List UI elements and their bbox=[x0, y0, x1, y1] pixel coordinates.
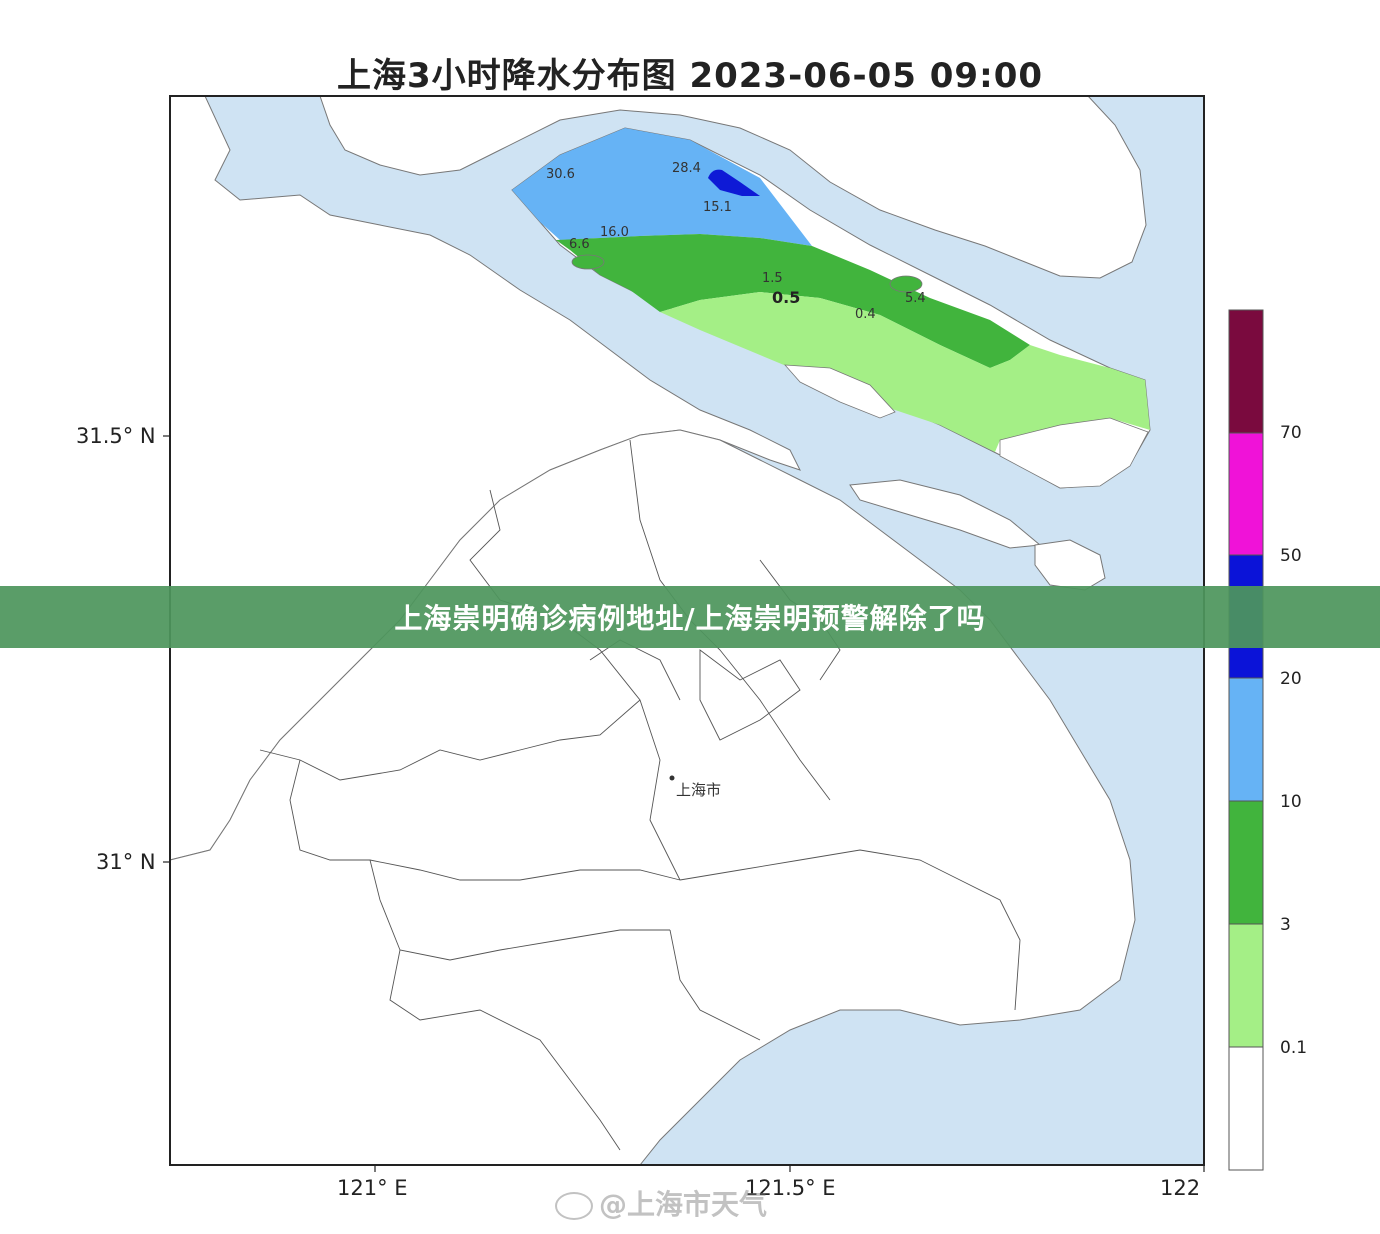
value-label: 5.4 bbox=[905, 291, 926, 306]
weibo-icon bbox=[555, 1192, 593, 1220]
lon-label: 121° E bbox=[337, 1176, 408, 1200]
changxing-island bbox=[849, 479, 1042, 549]
value-label: 6.6 bbox=[569, 237, 590, 252]
dry-area-south bbox=[784, 364, 896, 419]
value-label: 0.4 bbox=[855, 307, 876, 322]
islet-east bbox=[889, 275, 923, 293]
city-label: 上海市 bbox=[676, 781, 721, 799]
rain-zone-0-3 bbox=[660, 292, 1150, 452]
legend-swatch bbox=[1228, 923, 1264, 1048]
lon-label: 121.5° E bbox=[745, 1176, 836, 1200]
lat-label: 31.5° N bbox=[76, 424, 156, 448]
legend-label: 50 bbox=[1280, 546, 1302, 566]
legend-swatch bbox=[1228, 677, 1264, 802]
rain-zone-20-50 bbox=[708, 169, 760, 196]
legend-label: 10 bbox=[1280, 792, 1302, 812]
headline-text: 上海崇明确诊病例地址/上海崇明预警解除了吗 bbox=[394, 602, 986, 635]
value-label: 15.1 bbox=[703, 200, 732, 215]
watermark: @上海市天气 bbox=[555, 1183, 767, 1223]
legend-swatch bbox=[1228, 432, 1264, 556]
value-label: 0.5 bbox=[772, 288, 800, 307]
legend-swatch bbox=[1228, 800, 1264, 925]
islet-west bbox=[571, 254, 605, 270]
hengsha-island bbox=[1034, 539, 1106, 591]
legend-label: 20 bbox=[1280, 669, 1302, 689]
watermark-text: @上海市天气 bbox=[599, 1188, 768, 1221]
value-label: 30.6 bbox=[546, 167, 575, 182]
headline-banner: 上海崇明确诊病例地址/上海崇明预警解除了吗 bbox=[0, 586, 1380, 648]
rain-zone-3-10 bbox=[556, 234, 1030, 368]
legend-swatch bbox=[1228, 1046, 1264, 1171]
legend-swatch bbox=[1228, 309, 1264, 434]
value-label: 28.4 bbox=[672, 161, 701, 176]
legend-label: 70 bbox=[1280, 423, 1302, 443]
lon-label: 122 bbox=[1160, 1176, 1201, 1200]
city-marker bbox=[669, 775, 675, 781]
legend-label: 0.1 bbox=[1280, 1038, 1308, 1058]
lat-label: 31° N bbox=[96, 850, 156, 874]
north-bank-land bbox=[319, 95, 1147, 279]
map-title: 上海3小时降水分布图 2023-06-05 09:00 bbox=[336, 56, 1044, 96]
legend-label: 3 bbox=[1280, 915, 1291, 935]
value-label: 16.0 bbox=[600, 225, 629, 240]
rain-zone-10-20 bbox=[512, 128, 812, 246]
legend-colorbar bbox=[1228, 309, 1264, 1171]
axis-ticks bbox=[163, 435, 1205, 1172]
dry-area-east bbox=[999, 417, 1149, 489]
value-label: 1.5 bbox=[762, 271, 783, 286]
